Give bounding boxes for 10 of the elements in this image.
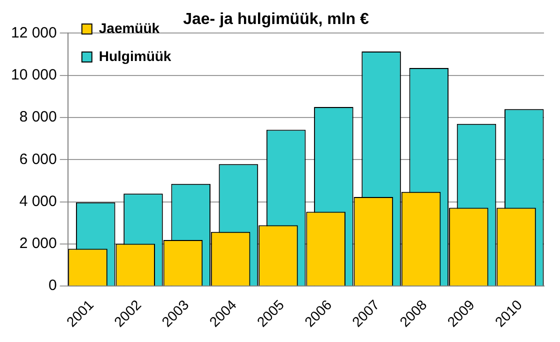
- chart-title: Jae- ja hulgimüük, mln €: [183, 11, 370, 28]
- y-tick-label: 4 000: [19, 192, 57, 210]
- y-tick-label: 8 000: [19, 108, 57, 126]
- y-tick-label: 10 000: [10, 66, 57, 84]
- y-tick-label: 12 000: [10, 24, 57, 42]
- y-tick-label: 2 000: [19, 235, 57, 252]
- legend-label: Jaemüük: [98, 20, 160, 36]
- legend-label: Hulgimüük: [98, 48, 172, 64]
- y-tick-label: 6 000: [19, 150, 57, 168]
- y-tick-label: 0: [48, 277, 57, 294]
